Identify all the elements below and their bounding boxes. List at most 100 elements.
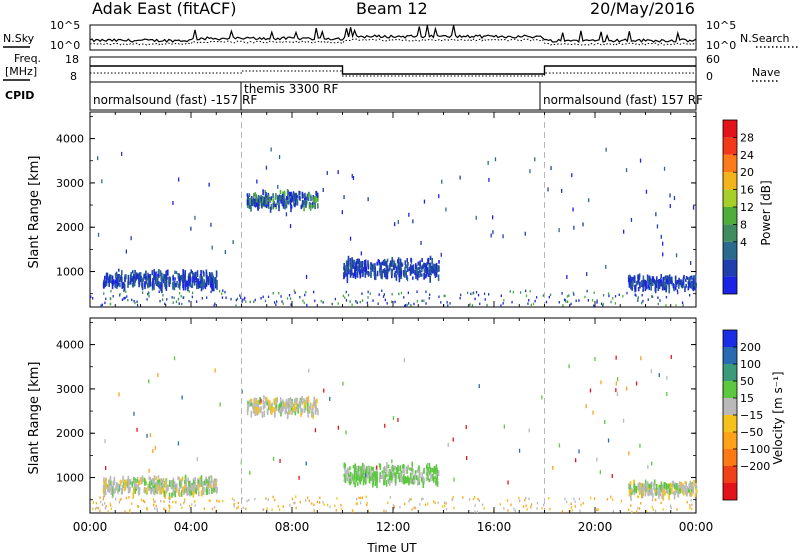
echo-cell xyxy=(662,241,664,246)
echo-cell xyxy=(673,196,676,201)
echo-cell xyxy=(361,462,364,467)
colorbar-tick-label: −15 xyxy=(740,409,763,422)
echo-cell xyxy=(336,497,338,500)
echo-cell xyxy=(270,196,273,201)
colorbar-tick-label: 24 xyxy=(740,149,754,162)
echo-cell xyxy=(134,276,136,283)
echo-cell xyxy=(410,304,412,307)
echo-cell xyxy=(628,483,630,490)
echo-cell xyxy=(247,406,249,412)
echo-cell xyxy=(446,301,448,304)
echo-cell xyxy=(200,491,203,496)
echo-cell xyxy=(642,284,645,292)
echo-cell xyxy=(167,487,169,491)
echo-cell xyxy=(645,281,648,288)
echo-cell xyxy=(429,471,431,475)
echo-cell xyxy=(284,202,286,210)
echo-cell xyxy=(192,487,195,491)
echo-cell xyxy=(178,292,181,295)
echo-cell xyxy=(178,487,180,493)
echo-cell xyxy=(529,169,531,174)
echo-cell xyxy=(209,273,212,278)
echo-cell xyxy=(552,465,554,470)
echo-cell xyxy=(451,498,454,502)
echo-cell xyxy=(253,407,255,414)
echo-cell xyxy=(309,204,312,211)
nave-tick-top: 60 xyxy=(706,53,720,66)
echo-cell xyxy=(694,279,697,283)
echo-cell xyxy=(347,470,350,475)
echo-cell xyxy=(437,501,439,504)
echo-cell xyxy=(119,283,121,288)
echo-cell xyxy=(686,486,688,493)
echo-cell xyxy=(290,191,292,197)
echo-cell xyxy=(638,507,641,510)
echo-cell xyxy=(278,403,281,411)
echo-cell xyxy=(530,503,533,506)
echo-cell xyxy=(154,507,156,510)
echo-cell xyxy=(104,301,106,305)
echo-cell xyxy=(323,503,325,506)
echo-cell xyxy=(588,198,590,203)
echo-cell xyxy=(153,275,156,281)
power-colorbar-segment xyxy=(723,172,737,190)
echo-cell xyxy=(241,497,243,500)
echo-cell xyxy=(587,299,589,302)
echo-cell xyxy=(110,490,113,495)
echo-cell xyxy=(313,198,315,204)
echo-cell xyxy=(695,483,697,488)
echo-cell xyxy=(354,467,356,471)
echo-cell xyxy=(265,195,268,199)
echo-cell xyxy=(400,275,402,280)
echo-cell xyxy=(298,196,301,200)
echo-cell xyxy=(115,276,117,283)
echo-cell xyxy=(622,294,624,298)
echo-cell xyxy=(396,271,399,275)
echo-cell xyxy=(268,405,270,411)
echo-cell xyxy=(180,275,182,280)
echo-cell xyxy=(351,303,353,306)
echo-cell xyxy=(668,485,671,489)
echo-cell xyxy=(423,299,425,302)
echo-cell xyxy=(222,499,224,503)
echo-cell xyxy=(394,473,397,480)
echo-cell xyxy=(108,280,110,287)
echo-cell xyxy=(530,505,532,509)
echo-cell xyxy=(345,430,347,435)
y-tick-label: 3000 xyxy=(56,383,84,396)
echo-cell xyxy=(376,465,378,470)
echo-cell xyxy=(472,292,474,295)
echo-cell xyxy=(132,281,135,288)
velocity-y-label: Slant Range [km] xyxy=(27,362,42,475)
echo-cell xyxy=(642,289,644,292)
echo-cell xyxy=(637,495,639,498)
echo-cell xyxy=(296,199,299,206)
echo-cell xyxy=(179,492,181,497)
colorbar-tick-label: 28 xyxy=(740,131,754,144)
echo-cell xyxy=(236,507,238,510)
echo-cell xyxy=(376,270,379,277)
echo-cell xyxy=(412,479,415,485)
echo-cell xyxy=(410,268,412,275)
echo-cell xyxy=(287,398,290,404)
freq-traces xyxy=(90,65,696,77)
echo-cell xyxy=(397,262,400,270)
echo-cell xyxy=(278,205,280,212)
echo-cell xyxy=(423,262,425,268)
echo-cell xyxy=(682,487,684,494)
echo-cell xyxy=(293,201,295,207)
echo-cell xyxy=(196,300,198,303)
echo-cell xyxy=(671,276,673,281)
echo-cell xyxy=(397,417,399,422)
echo-cell xyxy=(685,278,687,282)
echo-cell xyxy=(368,476,371,481)
echo-cell xyxy=(287,401,289,408)
echo-cell xyxy=(658,283,661,288)
echo-cell xyxy=(637,287,640,292)
echo-cell xyxy=(407,464,409,470)
echo-cell xyxy=(294,411,297,416)
echo-cell xyxy=(682,304,684,307)
echo-cell xyxy=(282,404,285,411)
echo-cell xyxy=(275,407,278,411)
nsearch-tick-top: 10^5 xyxy=(706,19,736,32)
